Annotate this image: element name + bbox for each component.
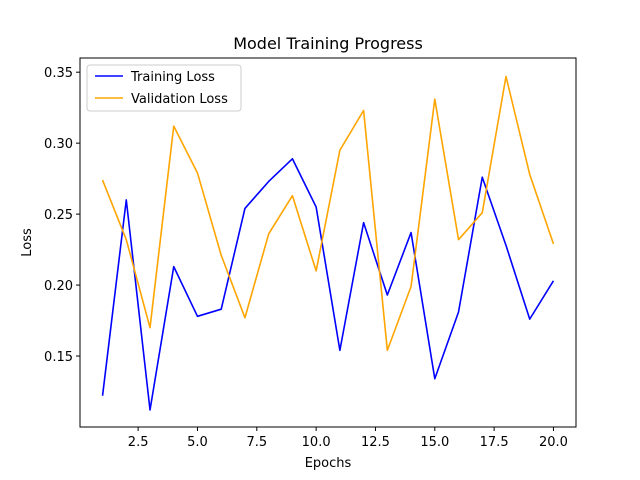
y-axis-label: Loss: [20, 228, 35, 257]
axes-frame: [79, 57, 577, 428]
x-tick-label: 2.5: [128, 435, 149, 450]
x-axis-label: Epochs: [305, 456, 352, 471]
x-tick-label: 20.0: [539, 435, 568, 450]
x-tick-label: 17.5: [480, 435, 509, 450]
series-line-validation-loss: [101, 75, 555, 352]
series-line-training-loss: [101, 157, 555, 411]
chart-title: Model Training Progress: [233, 34, 423, 53]
x-tick-label: 15.0: [420, 435, 449, 450]
x-tick-label: 10.0: [302, 435, 331, 450]
legend: Training Loss Validation Loss: [86, 64, 242, 112]
x-tick-label: 7.5: [246, 435, 267, 450]
legend-box: [86, 64, 242, 112]
y-tick-label: 0.25: [44, 208, 73, 223]
x-tick-label: 12.5: [361, 435, 390, 450]
y-tick-label: 0.20: [44, 279, 73, 294]
legend-label: Validation Loss: [131, 92, 228, 107]
legend-label: Training Loss: [130, 70, 215, 85]
y-tick-label: 0.30: [44, 137, 73, 152]
plot-area: 2.5 5.0 7.5 10.0 12.5 15.0 17.5 20.0 0.15 0.20 0.2…: [44, 66, 568, 450]
y-tick-label: 0.35: [44, 66, 73, 81]
x-tick-label: 5.0: [187, 435, 208, 450]
y-tick-label: 0.15: [44, 350, 73, 365]
